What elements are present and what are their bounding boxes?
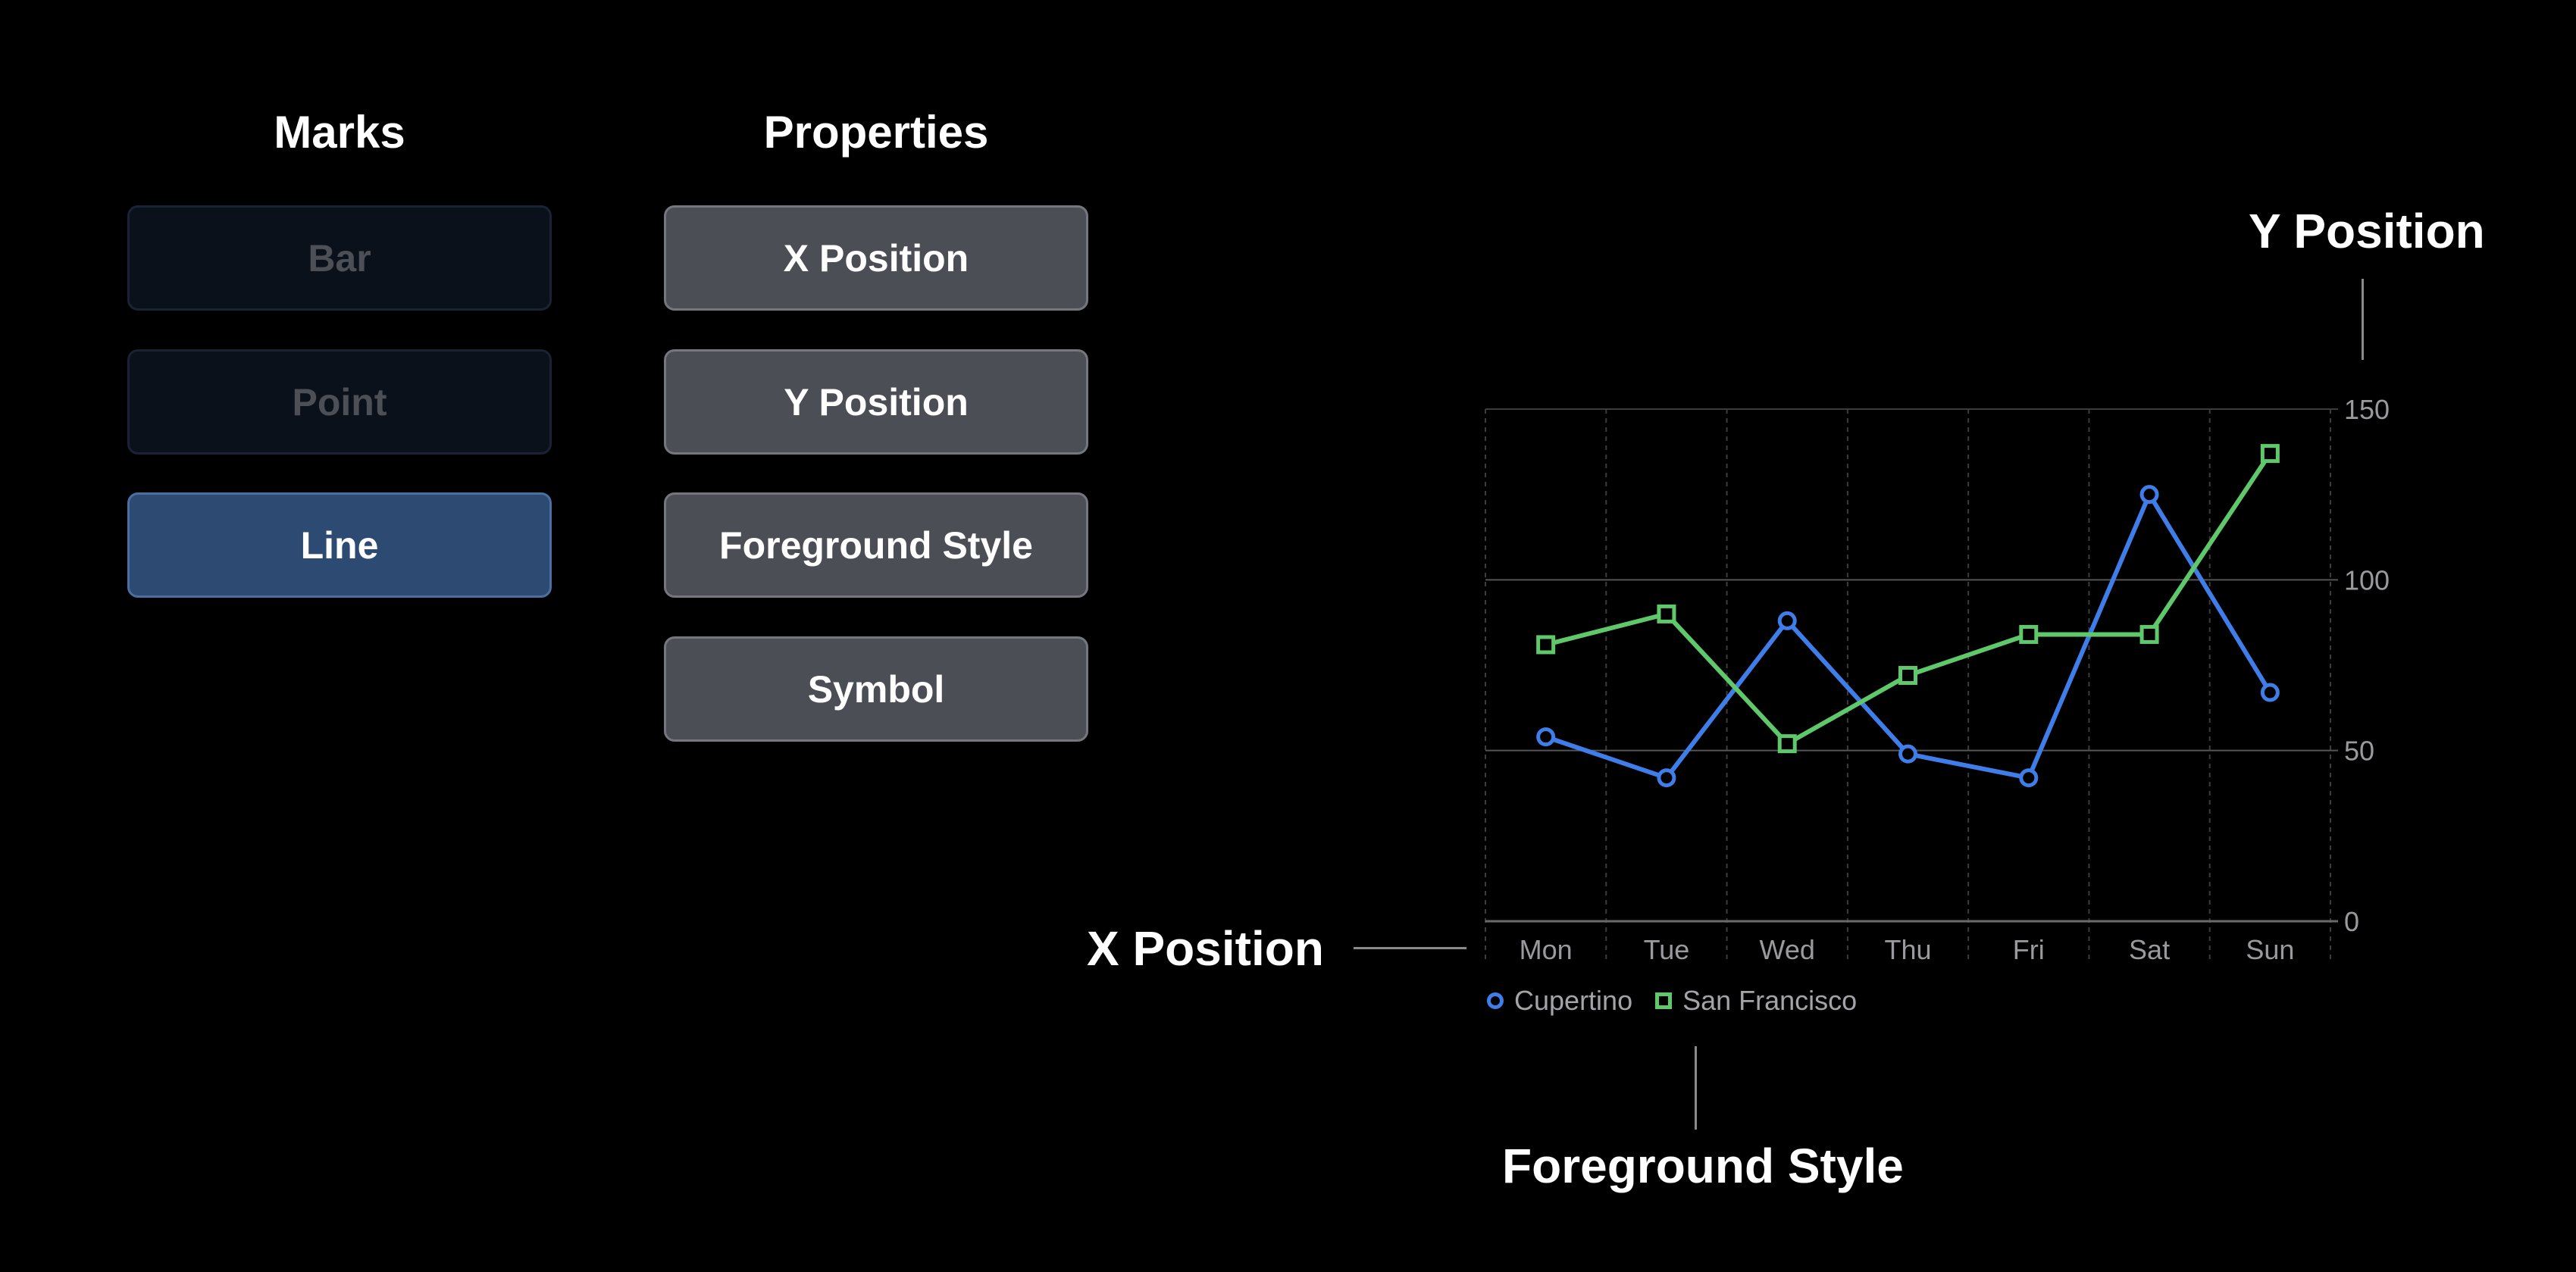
data-point-cupertino: [2019, 768, 2039, 788]
square-symbol-icon: [1655, 992, 1673, 1009]
data-point-san-francisco: [2260, 444, 2280, 464]
data-point-cupertino: [1657, 768, 1676, 788]
callout-foreground-style: Foreground Style: [1502, 1139, 1904, 1193]
y-tick-label: 0: [2344, 906, 2359, 937]
y-tick-label: 50: [2344, 736, 2374, 767]
callout-y-position-line: [2362, 279, 2364, 360]
property-y-position-button[interactable]: Y Position: [664, 349, 1088, 455]
x-tick-label: Tue: [1644, 934, 1690, 965]
data-point-cupertino: [1777, 611, 1797, 630]
x-tick-label: Wed: [1760, 934, 1815, 965]
chart-legend: Cupertino San Francisco: [1487, 985, 1880, 1017]
x-tick-label: Sat: [2129, 934, 2170, 965]
callout-x-position: X Position: [1087, 921, 1324, 976]
callout-foreground-style-line: [1695, 1046, 1697, 1130]
property-symbol-button[interactable]: Symbol: [664, 636, 1088, 742]
properties-heading: Properties: [763, 107, 989, 158]
data-point-cupertino: [2139, 485, 2159, 505]
y-tick-label: 150: [2344, 394, 2390, 425]
property-x-position-button[interactable]: X Position: [664, 205, 1088, 311]
data-point-cupertino: [1536, 727, 1556, 747]
y-tick-label: 100: [2344, 564, 2390, 595]
series-line-cupertino: [1543, 492, 2273, 780]
data-point-cupertino: [2260, 683, 2280, 702]
series-line-san-francisco: [1543, 451, 2273, 746]
circle-symbol-icon: [1487, 992, 1504, 1009]
mark-line-button[interactable]: Line: [127, 492, 552, 598]
x-tick-label: Thu: [1884, 934, 1931, 965]
legend-label-san-francisco: San Francisco: [1682, 985, 1858, 1016]
legend-label-cupertino: Cupertino: [1514, 985, 1633, 1016]
callout-x-position-line: [1354, 947, 1466, 949]
data-point-san-francisco: [2019, 624, 2039, 644]
data-point-san-francisco: [1777, 734, 1797, 754]
x-tick-label: Sun: [2246, 934, 2294, 965]
mark-bar-button[interactable]: Bar: [127, 205, 552, 311]
data-point-san-francisco: [1536, 635, 1556, 655]
x-tick-label: Mon: [1520, 934, 1573, 965]
marks-heading: Marks: [274, 107, 405, 158]
property-foreground-style-button[interactable]: Foreground Style: [664, 492, 1088, 598]
mark-point-button[interactable]: Point: [127, 349, 552, 455]
data-point-san-francisco: [1898, 666, 1917, 686]
x-tick-label: Fri: [2013, 934, 2045, 965]
callout-y-position: Y Position: [2249, 204, 2485, 258]
legend-item-cupertino: Cupertino: [1487, 985, 1632, 1017]
legend-item-san-francisco: San Francisco: [1655, 985, 1857, 1017]
data-point-san-francisco: [1657, 604, 1676, 623]
data-point-cupertino: [1898, 744, 1917, 764]
data-point-san-francisco: [2139, 624, 2159, 644]
